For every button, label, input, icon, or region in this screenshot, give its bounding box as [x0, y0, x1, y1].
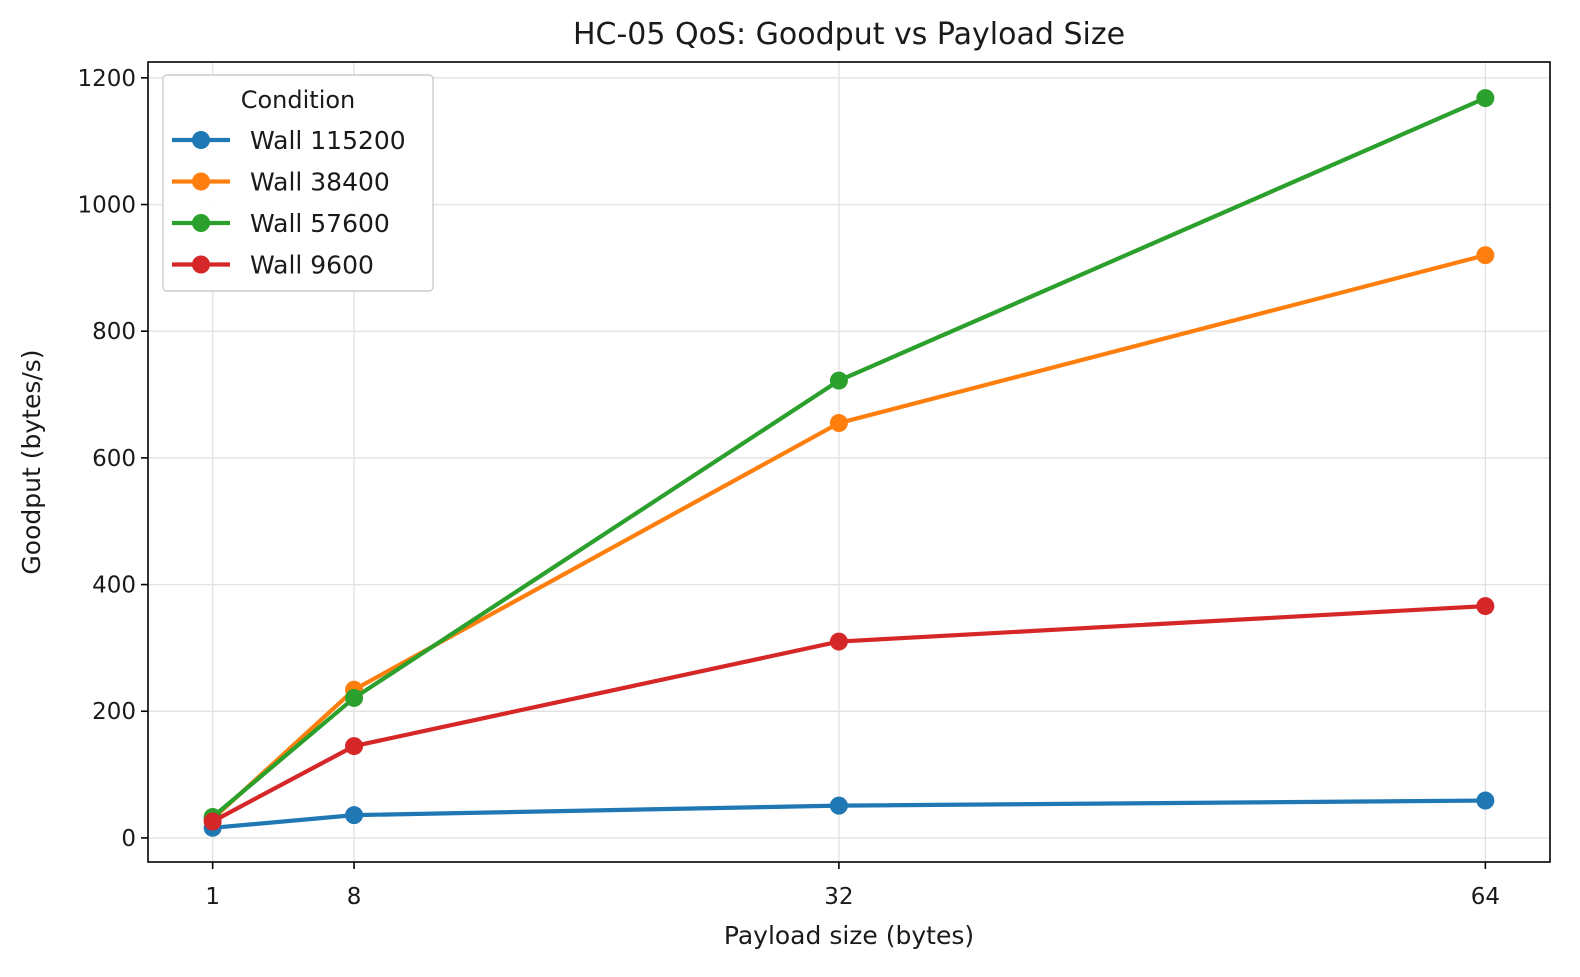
plot-series	[203, 89, 1495, 837]
legend-swatch-marker	[192, 255, 210, 274]
y-tick-label: 400	[92, 573, 136, 599]
series-line-wall-115200	[210, 798, 1488, 830]
legend-box	[162, 74, 434, 292]
data-point-wall-9600	[1476, 597, 1495, 616]
legend-item-wall-9600: Wall 9600	[172, 251, 374, 280]
y-axis-label: Goodput (bytes/s)	[17, 349, 46, 574]
legend-swatch-marker	[192, 131, 210, 149]
data-point-wall-115200	[345, 806, 364, 825]
data-point-wall-115200	[829, 796, 848, 815]
legend: Condition Wall 115200 Wall 38400 Wall 5760…	[162, 74, 434, 292]
data-point-wall-9600	[345, 737, 364, 756]
x-tick-label: 32	[824, 884, 853, 910]
y-tick-label: 0	[121, 826, 136, 852]
plot-area-frame	[147, 61, 1551, 863]
series-wall-115200	[203, 791, 1495, 837]
x-tick-label: 64	[1471, 884, 1500, 910]
legend-title: Condition	[241, 86, 356, 114]
series-wall-9600	[203, 597, 1495, 831]
series-line-wall-57600	[210, 95, 1488, 820]
x-tick-label: 8	[347, 884, 362, 910]
data-point-wall-57600	[1476, 89, 1495, 108]
y-tick-label: 600	[92, 446, 136, 472]
legend-item-wall-115200: Wall 115200	[172, 126, 406, 155]
y-tick-label: 1200	[77, 66, 136, 92]
y-axis-ticks: 0 200 400 600 800 1000 1200	[77, 66, 148, 852]
data-point-wall-9600	[203, 812, 222, 831]
legend-item-wall-38400: Wall 38400	[172, 168, 390, 197]
y-tick-label: 800	[92, 319, 136, 345]
data-point-wall-57600	[829, 371, 848, 390]
chart-title: HC-05 QoS: Goodput vs Payload Size	[573, 17, 1125, 52]
x-axis-label: Payload size (bytes)	[724, 921, 974, 950]
legend-label: Wall 115200	[250, 126, 406, 155]
y-tick-label: 1000	[77, 193, 136, 219]
x-tick-label: 1	[205, 884, 220, 910]
data-point-wall-57600	[345, 688, 364, 707]
x-axis-ticks: 1 8 32 64	[205, 862, 1500, 910]
y-tick-label: 200	[92, 699, 136, 725]
legend-label: Wall 38400	[250, 168, 390, 197]
grid-lines	[148, 62, 1550, 862]
legend-label: Wall 57600	[250, 209, 390, 238]
series-line-wall-9600	[210, 603, 1488, 824]
data-point-wall-115200	[1476, 791, 1495, 810]
legend-swatch-marker	[192, 172, 210, 191]
series-line-wall-38400	[210, 253, 1488, 822]
legend-item-wall-57600: Wall 57600	[172, 209, 390, 238]
legend-swatch-marker	[192, 214, 210, 232]
data-point-wall-9600	[829, 632, 848, 651]
data-point-wall-38400	[1476, 246, 1495, 265]
legend-label: Wall 9600	[250, 251, 374, 280]
data-point-wall-38400	[829, 414, 848, 433]
legend-items: Wall 115200 Wall 38400 Wall 57600 Wall 9600	[172, 126, 406, 280]
